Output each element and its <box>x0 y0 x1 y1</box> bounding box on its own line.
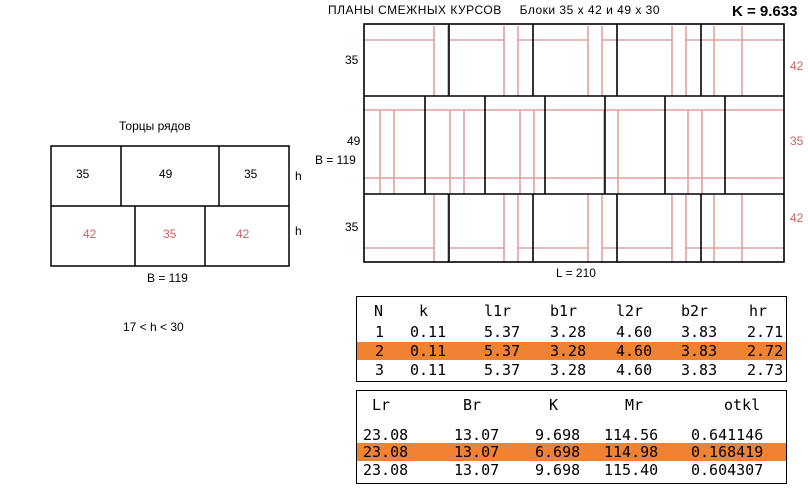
table2-col-br: Br <box>463 396 482 414</box>
table-cell: 5.37 <box>484 342 521 360</box>
table1-col-n: N <box>374 302 384 320</box>
table-cell: 0.11 <box>410 323 447 341</box>
k-value: K = 9.633 <box>732 3 798 20</box>
table-cell: 4.60 <box>616 323 653 341</box>
table-cell: 13.07 <box>454 461 500 479</box>
h-label-bottom: h <box>295 224 302 238</box>
table-cell: 23.08 <box>363 426 409 444</box>
h-label-top: h <box>295 169 302 183</box>
table1-col-l1r: l1r <box>484 302 512 320</box>
table1-col-b1r: b1r <box>550 302 578 320</box>
plan-right-label-2: 35 <box>790 134 804 148</box>
end-faces-title: Торцы рядов <box>119 119 191 133</box>
table2-col-otkl: otkl <box>724 396 761 414</box>
end-face-top-1: 35 <box>76 167 90 181</box>
table1-col-hr: hr <box>749 302 768 320</box>
table-cell: 5.37 <box>484 361 521 379</box>
table-cell: 0.168419 <box>691 443 764 461</box>
plan-title: ПЛАНЫ СМЕЖНЫХ КУРСОВ Блоки 35 х 42 и 49 … <box>328 3 660 17</box>
table-cell: 0.11 <box>410 361 447 379</box>
table-cell: 6.698 <box>535 443 581 461</box>
plan-right-label-3: 42 <box>790 211 804 225</box>
table-cell: 3.28 <box>550 361 587 379</box>
table-cell: 13.07 <box>454 426 500 444</box>
table-cell: 2 <box>375 342 385 360</box>
plan-blocks <box>363 23 785 263</box>
table1-col-l2r: l2r <box>616 302 644 320</box>
table-row[interactable]: 3 0.11 5.37 3.28 4.60 3.83 2.73 <box>357 361 786 379</box>
table-cell: 3.83 <box>681 323 718 341</box>
plan-width-label: B = 119 <box>315 153 356 167</box>
table-cell: 9.698 <box>535 426 581 444</box>
table-cell: 114.98 <box>604 443 659 461</box>
end-face-top-3: 35 <box>244 167 258 181</box>
plan-right-label-1: 42 <box>790 59 804 73</box>
table-cell: 5.37 <box>484 323 521 341</box>
end-face-bottom-1: 42 <box>83 227 97 241</box>
table-cell: 3 <box>375 361 385 379</box>
end-face-bottom-3: 42 <box>236 227 250 241</box>
table-cell: 4.60 <box>616 361 653 379</box>
table1-col-k: k <box>419 302 429 320</box>
table-row[interactable]: 1 0.11 5.37 3.28 4.60 3.83 2.71 <box>357 323 786 341</box>
table-cell: 3.28 <box>550 342 587 360</box>
plan-length-label: L = 210 <box>556 266 596 280</box>
table-cell: 13.07 <box>454 443 500 461</box>
plan-left-label-2: 49 <box>347 134 361 148</box>
table-cell: 1 <box>375 323 385 341</box>
h-constraint: 17 < h < 30 <box>123 320 184 334</box>
table-cell: 3.83 <box>681 361 718 379</box>
end-face-top-2: 49 <box>159 167 173 181</box>
table2-col-lr: Lr <box>372 396 391 414</box>
table-cell: 0.641146 <box>691 426 764 444</box>
table-cell: 0.604307 <box>691 461 764 479</box>
table-row-highlighted[interactable]: 2 0.11 5.37 3.28 4.60 3.83 2.72 <box>357 342 786 360</box>
table-cell: 2.73 <box>747 361 784 379</box>
table1-col-b2r: b2r <box>681 302 709 320</box>
table-cell: 2.71 <box>747 323 784 341</box>
table-cell: 9.698 <box>535 461 581 479</box>
table-row-highlighted[interactable]: 23.08 13.07 6.698 114.98 0.168419 <box>357 443 786 461</box>
table2-col-mr: Mr <box>625 396 644 414</box>
blocks-label: Блоки 35 х 42 и 49 х 30 <box>519 3 661 17</box>
table-cell: 0.11 <box>410 342 447 360</box>
table-cell: 115.40 <box>604 461 659 479</box>
table-cell: 3.28 <box>550 323 587 341</box>
table-row[interactable]: 23.08 13.07 9.698 114.56 0.641146 <box>357 426 786 444</box>
table2-header-row: Lr Br K Mr otkl <box>357 396 786 414</box>
table-cell: 114.56 <box>604 426 659 444</box>
table1-header-row: N k l1r b1r l2r b2r hr <box>357 302 786 320</box>
plan-outline <box>363 23 785 263</box>
end-faces-width-label: B = 119 <box>147 271 188 285</box>
table-cell: 4.60 <box>616 342 653 360</box>
table2-col-k: K <box>549 396 559 414</box>
end-faces-diagram <box>50 145 290 267</box>
table-cell: 23.08 <box>363 461 409 479</box>
table-cell: 3.83 <box>681 342 718 360</box>
plan-left-label-3: 35 <box>345 220 359 234</box>
table-row[interactable]: 23.08 13.07 9.698 115.40 0.604307 <box>357 461 786 479</box>
end-face-bottom-2: 35 <box>163 227 177 241</box>
plan-left-label-1: 35 <box>345 53 359 67</box>
results-table-1: N k l1r b1r l2r b2r hr 1 0.11 5.37 3.28 … <box>356 296 787 382</box>
table-cell: 2.72 <box>747 342 784 360</box>
results-table-2: Lr Br K Mr otkl 23.08 13.07 9.698 114.56… <box>356 390 787 484</box>
plan-pink-grid <box>364 26 784 262</box>
table-cell: 23.08 <box>363 443 409 461</box>
plan-title-text: ПЛАНЫ СМЕЖНЫХ КУРСОВ <box>328 3 502 17</box>
